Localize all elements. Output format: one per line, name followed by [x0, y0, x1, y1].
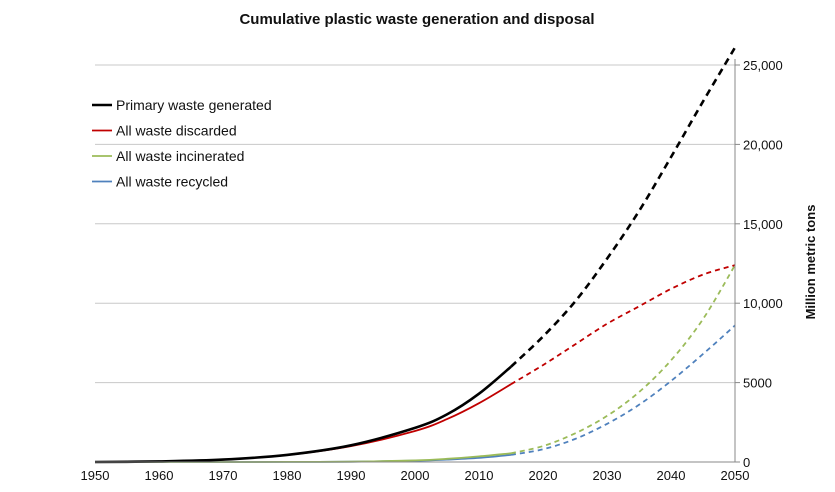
x-tick-label-1980: 1980	[273, 468, 302, 483]
x-tick-label-2020: 2020	[529, 468, 558, 483]
series-line-all-waste-recycled-projected	[510, 324, 736, 456]
series-line-all-waste-discarded-projected	[510, 264, 736, 385]
y-tick-label-4: 20,000	[743, 137, 783, 152]
x-tick-label-1950: 1950	[81, 468, 110, 483]
legend-label-all-waste-recycled: All waste recycled	[116, 174, 228, 190]
x-tick-label-2000: 2000	[401, 468, 430, 483]
x-tick-label-2050: 2050	[721, 468, 750, 483]
x-tick-labels: 1950 1960 1970 1980 1990 2000 2010 2020 2030 2040…	[81, 468, 750, 483]
y-tick-label-1: 5000	[743, 376, 772, 391]
y-axis-label: Million metric tons	[803, 205, 818, 320]
legend-label-all-waste-incinerated: All waste incinerated	[116, 148, 244, 164]
axes	[95, 59, 740, 463]
series-line-all-waste-incinerated-projected	[510, 264, 736, 455]
y-tick-label-3: 15,000	[743, 217, 783, 232]
y-tick-label-0: 0	[743, 455, 750, 470]
grid-lines	[95, 64, 735, 384]
x-tick-label-1960: 1960	[145, 468, 174, 483]
chart-title: Cumulative plastic waste generation and …	[239, 11, 594, 28]
x-tick-label-2010: 2010	[465, 468, 494, 483]
y-tick-label-2: 10,000	[743, 296, 783, 311]
legend-label-all-waste-discarded: All waste discarded	[116, 123, 237, 139]
series-line-primary-waste-generated-solid	[94, 365, 512, 464]
series-line-primary-waste-generated-projected	[510, 46, 737, 368]
x-tick-label-1990: 1990	[337, 468, 366, 483]
y-tick-labels: 0 5000 10,000 15,000 20,000 25,000	[743, 58, 783, 470]
legend-label-primary-waste-generated: Primary waste generated	[116, 97, 272, 113]
x-tick-label-1970: 1970	[209, 468, 238, 483]
legend: Primary waste generated All waste discard…	[92, 97, 272, 190]
series-line-all-waste-discarded-solid	[94, 383, 512, 463]
x-tick-label-2030: 2030	[593, 468, 622, 483]
y-tick-label-5: 25,000	[743, 58, 783, 73]
x-tick-label-2040: 2040	[657, 468, 686, 483]
